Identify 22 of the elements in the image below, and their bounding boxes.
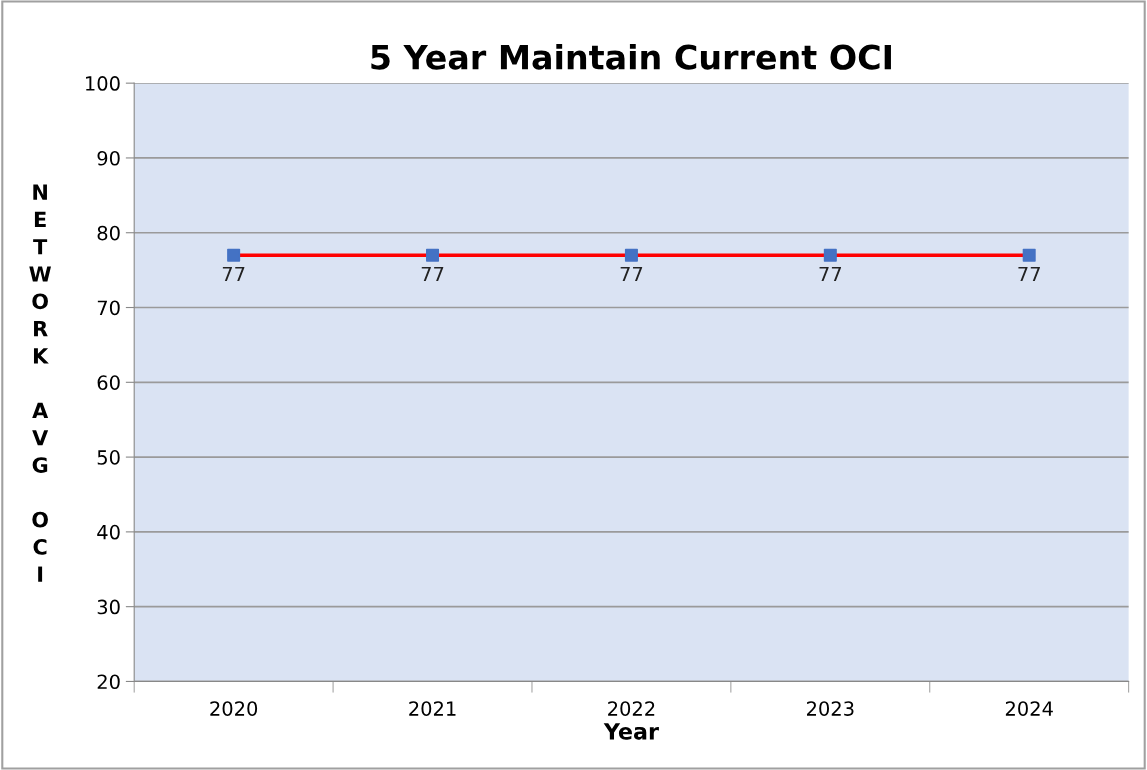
x-axis-title: Year	[603, 723, 659, 740]
data-label: 77	[1018, 266, 1040, 282]
data-label: 77	[222, 266, 245, 282]
x-tick-label: 2021	[409, 701, 456, 716]
y-tick-label: 40	[97, 524, 120, 540]
x-tick-label: 2023	[807, 701, 854, 716]
y-tick-label: 70	[97, 300, 120, 316]
chart-title: 5 Year Maintain Current OCI	[371, 43, 891, 70]
data-label: 77	[819, 266, 842, 282]
data-label: 77	[620, 266, 643, 282]
y-tick-label: 20	[97, 674, 120, 690]
x-tick-label: 2024	[1005, 701, 1053, 716]
y-tick-label: 50	[97, 450, 120, 465]
y-tick-label: 60	[97, 375, 120, 390]
y-tick-label: 30	[97, 599, 120, 615]
y-tick-label: 90	[97, 150, 120, 166]
y-tick-label: 100	[86, 76, 120, 91]
x-tick-label: 2020	[210, 701, 258, 716]
y-tick-label: 80	[97, 225, 120, 241]
text: NETWORK AVG OCI	[29, 184, 51, 582]
x-tick-label: 2022	[608, 701, 655, 716]
data-label: 77	[421, 266, 444, 282]
